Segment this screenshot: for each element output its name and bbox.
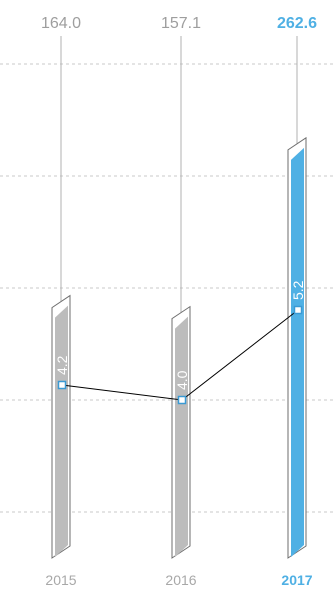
category-label-2016: 2016 [165,572,196,588]
value-label-2017: 262.6 [277,15,317,32]
trend-label-2015: 4.2 [54,355,70,375]
trend-point-2016 [177,395,187,405]
labels: 164.0 2015 157.1 2016 262.6 2017 [41,15,317,588]
leader-lines [60,36,298,313]
trend-point-2017 [293,305,303,315]
bar-2017 [291,147,304,557]
bar-2016 [175,316,188,557]
gridlines [0,63,333,513]
category-label-2017: 2017 [281,572,312,588]
trend-point-2015 [57,380,67,390]
trend-label-2016: 4.0 [174,370,190,390]
value-label-2015: 164.0 [41,15,81,32]
trend-line-layer: 4.2 4.0 5.2 [54,280,306,405]
category-label-2015: 2015 [45,572,76,588]
bars [51,136,307,559]
trend-label-2017: 5.2 [290,280,306,300]
bar-2015 [55,305,68,557]
value-label-2016: 157.1 [161,15,201,32]
